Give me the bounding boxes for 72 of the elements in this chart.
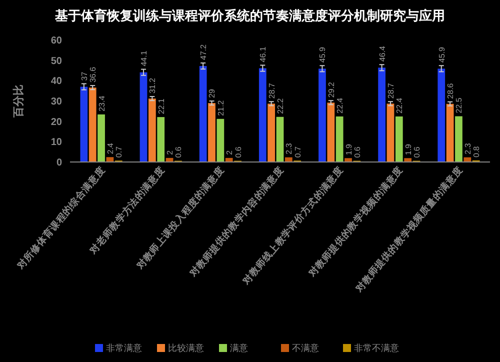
bar	[395, 116, 403, 162]
bar	[140, 72, 148, 162]
data-label: 2.3	[463, 142, 472, 154]
data-label: 46.4	[378, 45, 387, 62]
data-label: 0.6	[234, 146, 243, 158]
bar	[258, 68, 266, 162]
data-label: 23.4	[97, 95, 106, 112]
bar	[98, 114, 105, 162]
data-label: 0.6	[174, 146, 184, 158]
bar	[327, 102, 335, 162]
data-label: 28.7	[386, 82, 396, 99]
data-label: 37	[80, 71, 89, 81]
y-tick-label: 50	[50, 56, 62, 67]
data-label: 2.4	[106, 142, 115, 154]
data-label: 47.2	[199, 44, 208, 60]
data-label: 0.6	[412, 146, 422, 158]
data-label: 28.7	[267, 82, 276, 99]
bar	[88, 88, 96, 162]
bar	[438, 68, 446, 162]
data-label: 0.7	[293, 146, 302, 158]
data-label: 29.2	[326, 81, 336, 98]
bar	[157, 117, 165, 162]
data-label: 28.6	[446, 82, 456, 99]
data-label: 22.2	[276, 98, 285, 114]
data-label: 1.9	[404, 143, 413, 156]
legend-label: 满意	[230, 343, 248, 354]
legend-label: 非常满意	[106, 343, 142, 354]
bar	[446, 104, 454, 162]
data-label: 22.4	[336, 97, 345, 114]
data-label: 45.9	[437, 46, 446, 63]
data-label: 31.2	[148, 77, 158, 94]
bar	[80, 86, 88, 162]
data-label: 22.4	[395, 97, 404, 114]
data-label: 21.2	[216, 100, 226, 116]
data-label: 2	[166, 150, 175, 155]
bar	[386, 104, 394, 162]
data-label: 0.7	[114, 146, 124, 158]
y-tick-label: 30	[50, 96, 62, 108]
data-label: 0.6	[352, 146, 362, 158]
data-label: 29	[208, 88, 217, 98]
legend-label: 不满意	[292, 343, 319, 354]
data-label: 22.5	[454, 97, 464, 114]
bar	[455, 116, 462, 162]
bar	[318, 68, 326, 162]
y-tick-label: 0	[56, 158, 62, 168]
data-label: 44.1	[140, 50, 148, 66]
y-tick-label: 40	[50, 76, 62, 88]
bar	[276, 116, 284, 162]
data-label: 0.8	[472, 146, 482, 158]
bar	[378, 68, 386, 162]
bar	[404, 158, 412, 162]
data-label: 2	[225, 150, 234, 155]
bar	[344, 158, 352, 162]
y-tick-label: 20	[50, 116, 62, 128]
data-label: 2.3	[284, 142, 294, 154]
chart-title: 基于体育恢复训练与课程评价系统的节奏满意度评分机制研究与应用	[54, 8, 445, 23]
data-label: 1.9	[344, 143, 354, 156]
data-label: 22.1	[156, 98, 166, 114]
y-axis-title: 百分比	[12, 84, 25, 118]
data-label: 36.6	[88, 66, 98, 83]
bar	[208, 103, 216, 162]
data-label: 46.1	[258, 46, 268, 62]
y-tick-label: 60	[50, 36, 62, 46]
bar	[199, 66, 207, 162]
legend-label: 非常不满意	[354, 343, 399, 354]
bar	[148, 98, 156, 162]
y-tick-label: 10	[50, 137, 62, 148]
bar	[336, 116, 344, 162]
bar	[216, 118, 224, 162]
bar	[268, 104, 276, 162]
data-label: 45.9	[318, 46, 328, 63]
legend-label: 比较满意	[168, 343, 204, 354]
